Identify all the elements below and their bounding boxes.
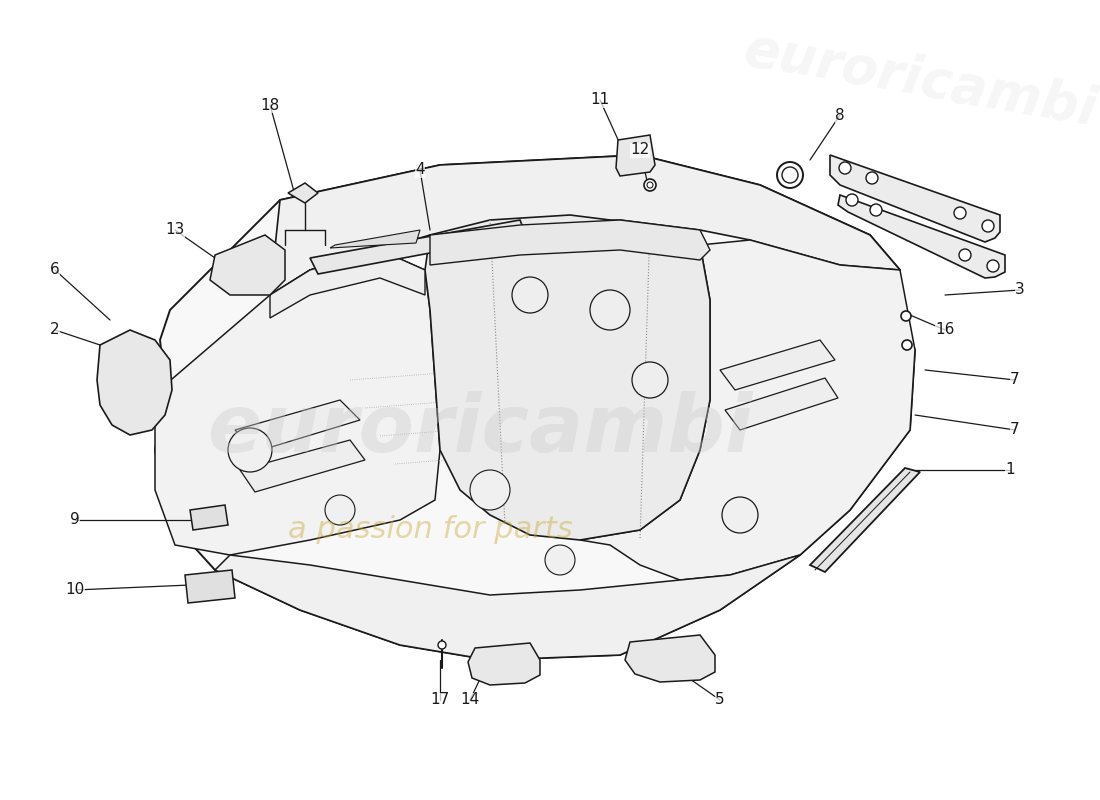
Circle shape (846, 194, 858, 206)
Polygon shape (270, 250, 425, 318)
Circle shape (777, 162, 803, 188)
Text: 12: 12 (630, 142, 650, 158)
Circle shape (114, 339, 122, 347)
Circle shape (901, 311, 911, 321)
Polygon shape (616, 135, 654, 176)
Circle shape (839, 162, 851, 174)
Circle shape (438, 641, 446, 649)
Text: 6: 6 (51, 262, 59, 278)
Text: 10: 10 (65, 582, 85, 598)
Polygon shape (155, 250, 440, 555)
Polygon shape (720, 340, 835, 390)
Circle shape (483, 655, 497, 669)
Circle shape (959, 249, 971, 261)
Polygon shape (288, 183, 318, 203)
Polygon shape (235, 400, 360, 452)
Text: 9: 9 (70, 513, 80, 527)
Polygon shape (240, 440, 365, 492)
Text: 2: 2 (51, 322, 59, 338)
Circle shape (644, 179, 656, 191)
Circle shape (324, 495, 355, 525)
Text: a passion for parts: a passion for parts (287, 515, 572, 545)
Circle shape (987, 260, 999, 272)
Circle shape (544, 545, 575, 575)
Circle shape (673, 649, 688, 663)
Text: 18: 18 (261, 98, 279, 113)
Polygon shape (468, 643, 540, 685)
Circle shape (641, 651, 654, 665)
Circle shape (512, 653, 525, 667)
Circle shape (211, 577, 219, 585)
Circle shape (647, 182, 653, 188)
Polygon shape (430, 220, 710, 265)
Polygon shape (310, 220, 526, 274)
Polygon shape (330, 230, 420, 248)
Polygon shape (214, 555, 800, 660)
Polygon shape (210, 235, 285, 295)
Text: euroricambi: euroricambi (739, 23, 1100, 137)
Circle shape (120, 410, 130, 420)
Circle shape (257, 263, 267, 273)
Circle shape (982, 220, 994, 232)
Circle shape (627, 148, 637, 158)
Polygon shape (810, 468, 920, 572)
Text: 5: 5 (715, 693, 725, 707)
Circle shape (632, 362, 668, 398)
Circle shape (675, 667, 685, 677)
Text: 8: 8 (835, 107, 845, 122)
Circle shape (638, 148, 648, 158)
Text: 16: 16 (935, 322, 955, 338)
Polygon shape (838, 195, 1005, 278)
Circle shape (196, 513, 204, 521)
Text: 7: 7 (1010, 373, 1020, 387)
Circle shape (143, 385, 153, 395)
Circle shape (722, 497, 758, 533)
Polygon shape (580, 240, 915, 580)
Polygon shape (155, 155, 915, 660)
Text: 7: 7 (1010, 422, 1020, 438)
Polygon shape (725, 378, 838, 430)
Text: 14: 14 (461, 693, 480, 707)
Polygon shape (270, 155, 900, 295)
Circle shape (211, 588, 219, 596)
Polygon shape (625, 635, 715, 682)
Circle shape (211, 513, 219, 521)
Circle shape (902, 340, 912, 350)
Circle shape (228, 428, 272, 472)
Polygon shape (185, 570, 235, 603)
Polygon shape (425, 215, 710, 540)
Text: 1: 1 (1005, 462, 1015, 478)
Circle shape (866, 172, 878, 184)
Polygon shape (830, 155, 1000, 242)
Circle shape (233, 279, 243, 289)
Circle shape (512, 277, 548, 313)
Text: 3: 3 (1015, 282, 1025, 298)
Circle shape (870, 204, 882, 216)
Text: 13: 13 (165, 222, 185, 238)
Circle shape (470, 470, 510, 510)
Text: 17: 17 (430, 693, 450, 707)
Circle shape (233, 263, 243, 273)
Circle shape (954, 207, 966, 219)
Circle shape (194, 577, 202, 585)
Text: 4: 4 (415, 162, 425, 178)
Circle shape (590, 290, 630, 330)
Text: euroricambi: euroricambi (207, 391, 752, 469)
Circle shape (194, 588, 202, 596)
Circle shape (782, 167, 797, 183)
Text: 11: 11 (591, 93, 609, 107)
Polygon shape (190, 505, 228, 530)
Circle shape (126, 355, 138, 365)
Polygon shape (97, 330, 172, 435)
